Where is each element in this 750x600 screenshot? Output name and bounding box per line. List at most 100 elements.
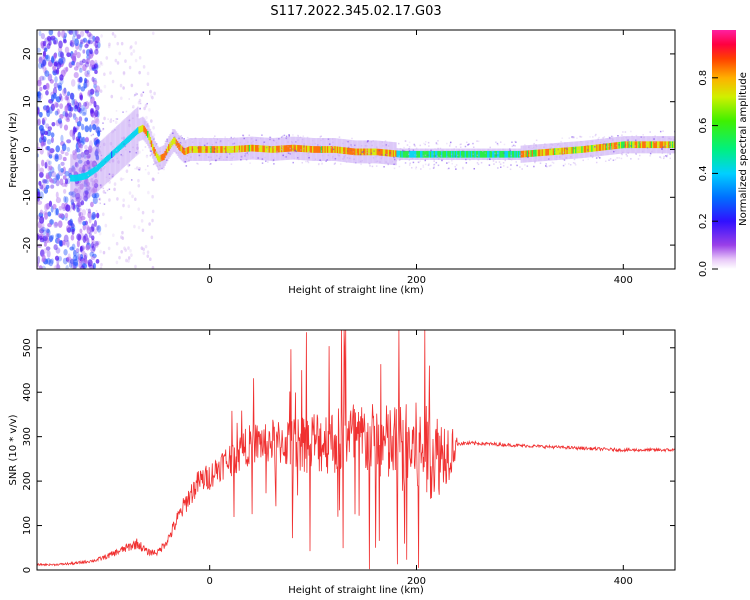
spectrogram-noise-cell [59, 103, 64, 109]
spectrogram-fuzz-cell [261, 158, 264, 160]
spectrogram-fuzz-cell [183, 139, 186, 142]
spectrogram-fuzz-cell [460, 155, 463, 158]
spectrogram-noise-cell [89, 124, 92, 133]
spectrogram-noise-cell [72, 56, 77, 62]
spectrogram-ridge-cell [642, 141, 644, 149]
spectrogram-fuzz-cell [96, 201, 99, 204]
spectrogram-noise-cell [85, 244, 91, 251]
spectrogram-fuzz-cell [112, 130, 115, 133]
spectrogram-ridge-cell [400, 150, 402, 158]
spectrogram-fuzz-cell [548, 165, 551, 167]
spectrogram-ridge-cell [499, 150, 502, 158]
spectrogram-noise-cell [52, 65, 57, 71]
spectrogram-fuzz-cell [291, 152, 294, 154]
spectrogram-fuzz-cell [535, 145, 538, 148]
spectrogram-fuzz-cell [297, 158, 300, 161]
spectrogram-noise-cell [91, 253, 97, 259]
spectrogram-fuzz-cell [467, 144, 469, 146]
spectrogram-fuzz-cell [376, 146, 378, 149]
spectrogram-fuzz-cell [665, 144, 668, 147]
spectrogram-fuzz-cell [134, 167, 136, 170]
spectrogram-ridge-cell [145, 129, 148, 136]
spectrogram-noise-cell [76, 207, 80, 213]
spectrogram-noise-cell [94, 192, 100, 199]
spectrogram-ridge-cell [524, 150, 526, 158]
spectrogram-ridge-cell [89, 169, 92, 177]
spectrogram-ridge-cell [173, 137, 175, 144]
spectrogram-fuzz-cell [630, 130, 632, 133]
spectrogram-noise-cell [89, 49, 93, 55]
spectrogram-noise-cell [148, 222, 151, 226]
spectrogram-fuzz-cell [656, 145, 659, 147]
spectrogram-ridge-cell [285, 145, 288, 152]
spectrogram-noise-cell [43, 106, 48, 112]
spectrogram-ridge-cell [343, 147, 345, 154]
spectrogram-fuzz-cell [122, 111, 124, 113]
spectrogram-fuzz-cell [375, 155, 377, 158]
spectrogram-fuzz-cell [372, 140, 374, 142]
spectrogram-ridge-cell [554, 148, 556, 155]
spectrogram-fuzz-cell [175, 141, 178, 144]
spectrogram-ridge-cell [516, 150, 519, 158]
spectrogram-fuzz-cell [334, 157, 337, 160]
spectrogram-fuzz-cell [344, 154, 346, 157]
spectrogram-fuzz-cell [476, 154, 479, 157]
spectrogram-noise-cell [52, 87, 58, 95]
spectrogram-noise-cell [122, 136, 126, 141]
spectrogram-fuzz-cell [547, 158, 550, 160]
spectrogram-fuzz-cell [331, 138, 334, 140]
spectrogram-fuzz-cell [597, 156, 600, 158]
spectrogram-noise-cell [88, 101, 93, 106]
spectrogram-noise-cell [79, 94, 83, 101]
spectrogram-ridge-cell [205, 146, 207, 153]
spectrogram-ridge-cell [412, 150, 415, 158]
spectrogram-ytick-label: -10 [22, 189, 33, 205]
spectrogram-fuzz-cell [415, 166, 418, 169]
spectrogram-fuzz-cell [424, 150, 426, 152]
spectrogram-ridge-cell [462, 150, 464, 158]
spectrogram-ridge-cell [617, 142, 619, 149]
spectrogram-ridge-cell [82, 173, 85, 180]
spectrogram-ridge-cell [598, 144, 601, 151]
spectrogram-fuzz-cell [469, 158, 471, 161]
spectrogram-ridge-cell [643, 141, 645, 149]
spectrogram-fuzz-cell [166, 140, 168, 142]
spectrogram-noise-cell [50, 179, 55, 184]
spectrogram-fuzz-cell [262, 143, 265, 145]
spectrogram-fuzz-cell [659, 130, 662, 133]
spectrogram-fuzz-cell [250, 137, 253, 140]
spectrogram-ylabel: Frequency (Hz) [8, 112, 19, 188]
spectrogram-fuzz-cell [250, 138, 253, 140]
spectrogram-fuzz-cell [353, 158, 355, 160]
spectrogram-fuzz-cell [565, 157, 568, 159]
spectrogram-fuzz-cell [574, 164, 577, 166]
spectrogram-fuzz-cell [473, 167, 476, 170]
spectrogram-ridge-cell [274, 145, 277, 153]
spectrogram-noise-cell [84, 149, 90, 155]
spectrogram-fuzz-cell [563, 159, 566, 161]
spectrogram-fuzz-cell [464, 145, 467, 148]
spectrogram-noise-cell [71, 202, 76, 210]
spectrogram-noise-cell [103, 84, 107, 89]
spectrogram-fuzz-cell [512, 144, 515, 147]
spectrogram-noise-cell [89, 88, 95, 95]
spectrogram-ridge-cell [93, 166, 96, 174]
spectrogram-ridge-cell [207, 146, 210, 153]
snr-ytick-label: 500 [22, 338, 33, 357]
spectrogram-ridge-cell [506, 150, 509, 158]
spectrogram-noise-cell [40, 221, 45, 230]
spectrogram-noise-cell [148, 108, 151, 112]
spectrogram-ridge-cell [348, 147, 350, 155]
spectrogram-fuzz-cell [611, 137, 613, 139]
spectrogram-fuzz-cell [361, 159, 363, 162]
spectrogram-fuzz-cell [503, 165, 505, 167]
spectrogram-ridge-cell [149, 136, 152, 144]
spectrogram-ridge-cell [334, 146, 336, 153]
spectrogram-fuzz-cell [301, 138, 304, 141]
spectrogram-noise-cell [73, 258, 79, 267]
spectrogram-ridge-cell [232, 145, 235, 153]
spectrogram-fuzz-cell [582, 159, 584, 162]
spectrogram-fuzz-cell [660, 157, 662, 159]
spectrogram-ridge-cell [351, 148, 354, 155]
